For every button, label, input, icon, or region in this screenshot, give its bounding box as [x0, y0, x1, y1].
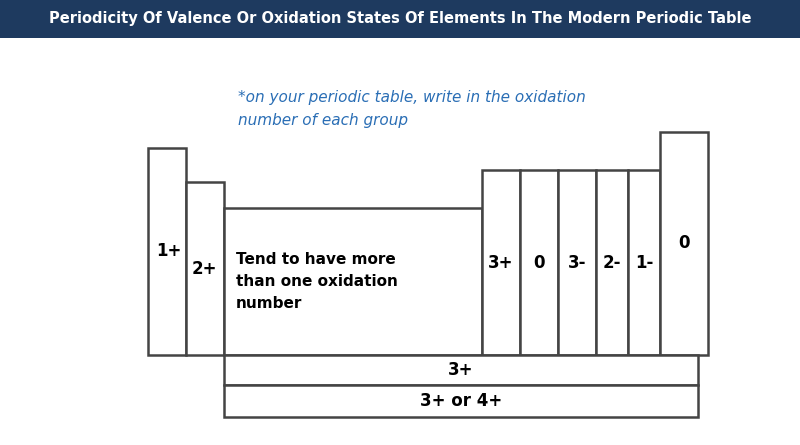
Text: 3-: 3-	[568, 254, 586, 271]
Text: 3+ or 4+: 3+ or 4+	[420, 392, 502, 410]
Bar	[628, 170, 660, 355]
Text: 2+: 2+	[192, 259, 218, 278]
Text: Periodicity Of Valence Or Oxidation States Of Elements In The Modern Periodic Ta: Periodicity Of Valence Or Oxidation Stat…	[49, 12, 751, 27]
Text: 3+: 3+	[488, 254, 514, 271]
Text: 0: 0	[678, 235, 690, 252]
Text: *on your periodic table, write in the oxidation: *on your periodic table, write in the ox…	[238, 90, 586, 105]
Bar	[660, 132, 708, 355]
Text: Tend to have more
than one oxidation
number: Tend to have more than one oxidation num…	[236, 252, 398, 311]
Bar	[596, 170, 628, 355]
Bar	[186, 182, 224, 355]
Bar	[0, 0, 800, 38]
Bar	[520, 170, 558, 355]
Bar	[482, 170, 520, 355]
Bar	[224, 355, 698, 385]
Bar	[148, 148, 186, 355]
Bar	[224, 208, 482, 355]
Text: 1-: 1-	[635, 254, 653, 271]
Text: 0: 0	[534, 254, 545, 271]
Bar	[558, 170, 596, 355]
Text: 2-: 2-	[602, 254, 622, 271]
Bar	[224, 385, 698, 417]
Text: number of each group: number of each group	[238, 113, 408, 128]
Text: 1+: 1+	[156, 243, 182, 260]
Text: 3+: 3+	[448, 361, 474, 379]
